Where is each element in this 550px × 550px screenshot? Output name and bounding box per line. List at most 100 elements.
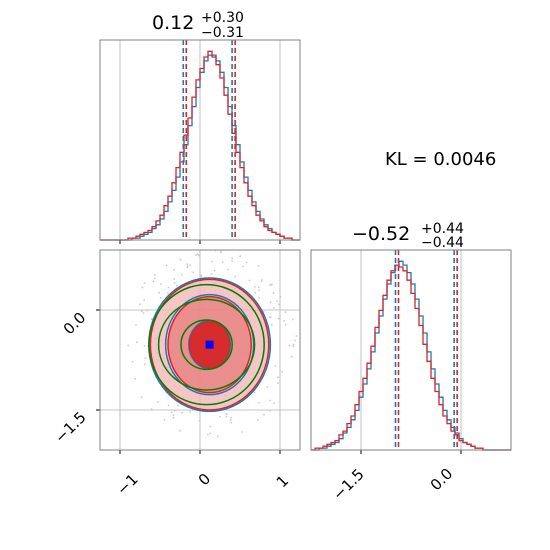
- scatter-point: [173, 278, 176, 280]
- scatter-point: [159, 297, 162, 299]
- scatter-point: [290, 355, 293, 358]
- scatter-point: [269, 399, 272, 402]
- scatter-point: [284, 323, 287, 326]
- scatter-point: [268, 284, 271, 286]
- scatter-point: [225, 415, 228, 418]
- contour-line: [157, 298, 256, 391]
- scatter-point: [141, 310, 143, 313]
- scatter-point: [231, 257, 234, 260]
- scatter-point: [181, 411, 184, 414]
- scatter-point: [158, 291, 161, 294]
- scatter-point: [143, 344, 146, 347]
- scatter-point: [213, 269, 216, 272]
- scatter-point: [173, 409, 176, 412]
- scatter-point: [266, 385, 269, 388]
- x-tick-label: 1: [273, 472, 292, 491]
- scatter-point: [209, 432, 212, 435]
- scatter-point: [272, 306, 275, 309]
- scatter-point: [288, 344, 291, 347]
- scatter-point: [196, 253, 199, 256]
- scatter-point: [279, 295, 282, 298]
- scatter-point: [219, 415, 222, 418]
- scatter-point: [135, 324, 137, 326]
- scatter-point: [144, 357, 147, 360]
- histogram-series: [100, 50, 300, 241]
- scatter-point: [283, 320, 285, 322]
- scatter-point: [200, 275, 202, 278]
- scatter-point: [294, 339, 296, 342]
- scatter-point: [269, 316, 272, 319]
- scatter-point: [241, 431, 244, 433]
- scatter-point: [284, 311, 287, 313]
- scatter-point: [221, 261, 224, 263]
- scatter-point: [258, 286, 260, 288]
- scatter-point: [143, 299, 146, 302]
- scatter-point: [211, 260, 214, 263]
- scatter-point: [226, 413, 228, 415]
- scatter-point: [269, 301, 272, 304]
- scatter-point: [160, 283, 162, 285]
- scatter-point: [136, 341, 139, 344]
- histogram-panel-1: [99, 39, 301, 244]
- x-tick-label: 0: [195, 470, 214, 489]
- scatter-point: [210, 273, 213, 275]
- scatter-point: [277, 376, 279, 379]
- histogram-panel-2: [310, 249, 512, 454]
- scatter-point: [258, 289, 260, 292]
- scatter-point: [292, 343, 295, 346]
- scatter-point: [276, 300, 278, 303]
- scatter-point: [175, 284, 178, 287]
- scatter-point: [150, 408, 153, 411]
- panel-frame: [99, 249, 301, 451]
- scatter-point: [189, 411, 192, 413]
- y-tick-label: 0.0: [60, 309, 90, 339]
- scatter-point: [127, 344, 130, 347]
- scatter-point: [146, 309, 149, 312]
- scatter-point: [217, 435, 219, 438]
- scatter-point: [172, 416, 175, 419]
- scatter-point: [153, 277, 156, 280]
- scatter-point: [157, 401, 159, 403]
- contour-line: [149, 278, 270, 411]
- y-tick-label: −1.5: [51, 408, 89, 446]
- scatter-point: [172, 414, 175, 417]
- x-tick-label: 0.0: [427, 465, 457, 495]
- histogram-series: [311, 264, 511, 451]
- scatter-point: [209, 425, 212, 428]
- scatter-point: [274, 364, 277, 367]
- scatter-point: [154, 274, 156, 276]
- contour-line: [188, 321, 231, 369]
- scatter-point: [167, 292, 169, 295]
- contour-line: [164, 293, 255, 396]
- scatter-point: [268, 409, 271, 412]
- x-tick-label: −1.5: [329, 465, 367, 503]
- scatter-point: [277, 382, 279, 384]
- scatter-point: [272, 292, 275, 294]
- scatter-point: [173, 282, 176, 284]
- scatter-point: [186, 265, 189, 268]
- scatter-point: [242, 265, 245, 268]
- scatter-point: [231, 260, 234, 262]
- scatter-point: [230, 416, 233, 419]
- scatter-point: [179, 258, 182, 261]
- scatter-point: [291, 318, 294, 321]
- scatter-point: [261, 279, 263, 281]
- scatter-point: [234, 275, 237, 278]
- scatter-point: [257, 265, 260, 267]
- scatter-point: [254, 285, 256, 288]
- scatter-point: [198, 420, 201, 422]
- scatter-point: [180, 273, 183, 276]
- scatter-point: [165, 264, 168, 267]
- scatter-point: [192, 271, 195, 274]
- scatter-point: [167, 404, 170, 407]
- panel-frame: [99, 39, 301, 241]
- kl-annotation: KL = 0.0046: [385, 149, 496, 170]
- scatter-point: [281, 370, 284, 373]
- title-2-minus: −0.44: [421, 235, 464, 251]
- contour-panel: [96, 249, 301, 454]
- scatter-point: [173, 268, 176, 271]
- scatter-point: [134, 378, 137, 380]
- title-1-plus: +0.30: [201, 10, 244, 26]
- contour-line: [167, 295, 252, 394]
